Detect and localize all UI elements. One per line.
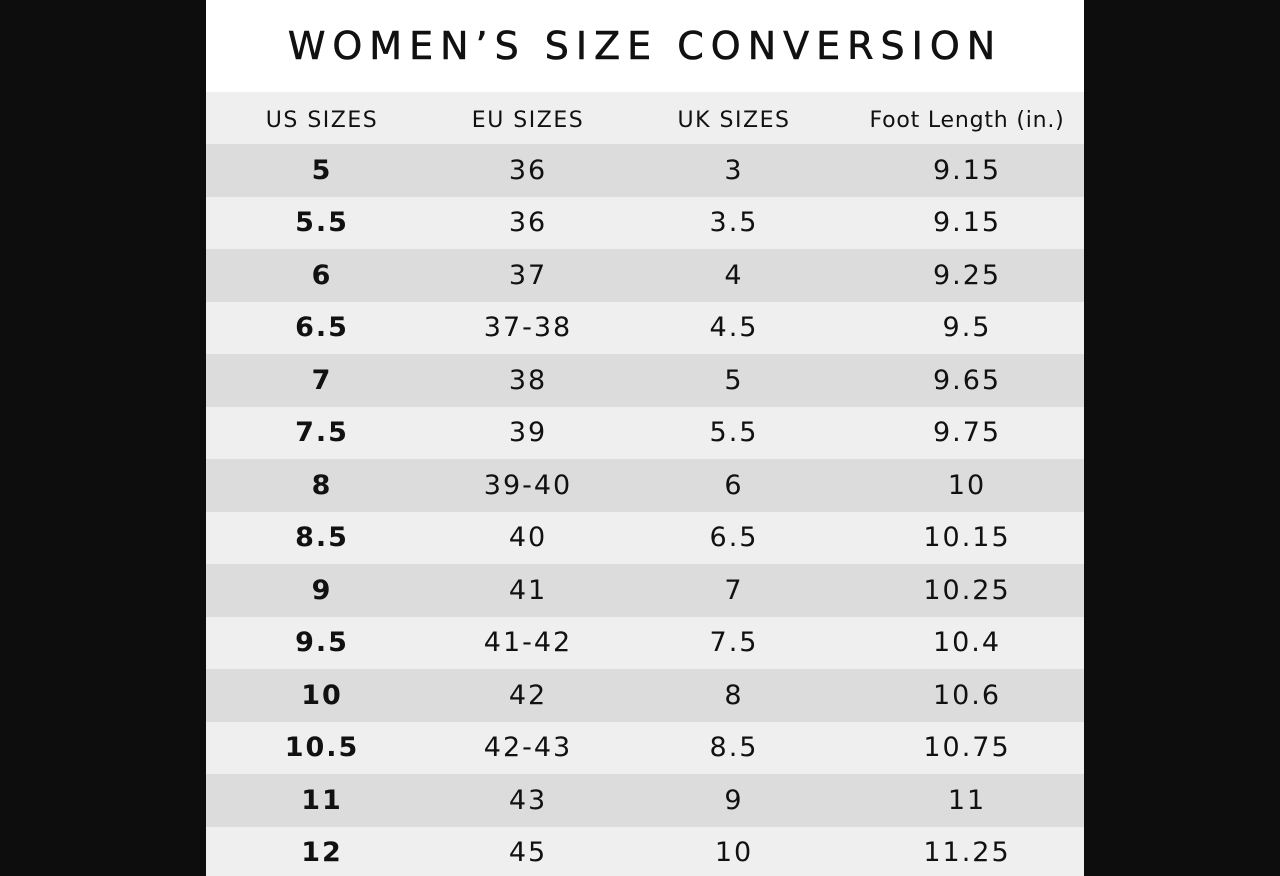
table-row: 6.5 37-38 4.5 9.5 bbox=[206, 301, 1084, 354]
foot-length-cell: 9.15 bbox=[932, 207, 1002, 239]
table-row: 6 37 4 9.25 bbox=[206, 249, 1084, 302]
table-row: 9 41 7 10.25 bbox=[206, 564, 1084, 617]
uk-size-cell: 8 bbox=[724, 679, 744, 711]
column-header-foot-length: Foot Length (in.) bbox=[869, 107, 1065, 133]
eu-size-cell: 43 bbox=[508, 784, 548, 816]
table-row: 10 42 8 10.6 bbox=[206, 669, 1084, 722]
uk-size-cell: 9 bbox=[724, 784, 744, 816]
uk-size-cell: 5.5 bbox=[709, 417, 759, 449]
foot-length-cell: 9.65 bbox=[932, 364, 1002, 396]
foot-length-cell: 9.75 bbox=[932, 417, 1002, 449]
table-row: 12 45 10 11.25 bbox=[206, 826, 1084, 876]
us-size-cell: 7.5 bbox=[295, 417, 349, 449]
table-row: 7 38 5 9.65 bbox=[206, 354, 1084, 407]
foot-length-cell: 9.5 bbox=[942, 312, 992, 344]
us-size-cell: 9 bbox=[311, 574, 333, 606]
eu-size-cell: 42 bbox=[508, 679, 548, 711]
foot-length-cell: 10.75 bbox=[923, 732, 1011, 764]
uk-size-cell: 4 bbox=[724, 259, 744, 291]
table-row: 9.5 41-42 7.5 10.4 bbox=[206, 616, 1084, 669]
column-header-uk: UK SIZES bbox=[677, 107, 791, 133]
uk-size-cell: 8.5 bbox=[709, 732, 759, 764]
foot-length-cell: 10 bbox=[947, 469, 987, 501]
table-row: 10.5 42-43 8.5 10.75 bbox=[206, 721, 1084, 774]
size-chart-card: WOMEN’S SIZE CONVERSION US SIZES EU SIZE… bbox=[206, 0, 1084, 876]
eu-size-cell: 36 bbox=[508, 154, 548, 186]
size-conversion-table: US SIZES EU SIZES UK SIZES Foot Length (… bbox=[206, 92, 1084, 876]
us-size-cell: 5 bbox=[311, 154, 333, 186]
uk-size-cell: 3 bbox=[724, 154, 744, 186]
foot-length-cell: 11.25 bbox=[923, 837, 1011, 869]
eu-size-cell: 39 bbox=[508, 417, 548, 449]
table-row: 11 43 9 11 bbox=[206, 774, 1084, 827]
eu-size-cell: 38 bbox=[508, 364, 548, 396]
uk-size-cell: 6.5 bbox=[709, 522, 759, 554]
uk-size-cell: 7.5 bbox=[709, 627, 759, 659]
us-size-cell: 7 bbox=[311, 364, 333, 396]
foot-length-cell: 9.15 bbox=[932, 154, 1002, 186]
uk-size-cell: 3.5 bbox=[709, 207, 759, 239]
us-size-cell: 10.5 bbox=[284, 732, 360, 764]
uk-size-cell: 4.5 bbox=[709, 312, 759, 344]
us-size-cell: 12 bbox=[301, 837, 343, 869]
eu-size-cell: 42-43 bbox=[483, 732, 573, 764]
foot-length-cell: 11 bbox=[947, 784, 987, 816]
uk-size-cell: 10 bbox=[714, 837, 754, 869]
foot-length-cell: 9.25 bbox=[932, 259, 1002, 291]
column-header-us: US SIZES bbox=[265, 107, 379, 133]
foot-length-cell: 10.25 bbox=[923, 574, 1011, 606]
table-row: 5.5 36 3.5 9.15 bbox=[206, 196, 1084, 249]
uk-size-cell: 6 bbox=[724, 469, 744, 501]
table-row: 5 36 3 9.15 bbox=[206, 144, 1084, 197]
eu-size-cell: 45 bbox=[508, 837, 548, 869]
foot-length-cell: 10.4 bbox=[932, 627, 1002, 659]
us-size-cell: 5.5 bbox=[295, 207, 349, 239]
us-size-cell: 11 bbox=[301, 784, 343, 816]
foot-length-cell: 10.15 bbox=[923, 522, 1011, 554]
us-size-cell: 9.5 bbox=[295, 627, 349, 659]
us-size-cell: 6.5 bbox=[295, 312, 349, 344]
table-row: 8.5 40 6.5 10.15 bbox=[206, 511, 1084, 564]
table-row: 7.5 39 5.5 9.75 bbox=[206, 406, 1084, 459]
eu-size-cell: 37-38 bbox=[483, 312, 573, 344]
eu-size-cell: 36 bbox=[508, 207, 548, 239]
chart-title: WOMEN’S SIZE CONVERSION bbox=[287, 24, 1003, 69]
uk-size-cell: 7 bbox=[724, 574, 744, 606]
us-size-cell: 6 bbox=[311, 259, 333, 291]
eu-size-cell: 37 bbox=[508, 259, 548, 291]
table-header-row: US SIZES EU SIZES UK SIZES Foot Length (… bbox=[206, 92, 1084, 144]
eu-size-cell: 41-42 bbox=[483, 627, 573, 659]
us-size-cell: 8.5 bbox=[295, 522, 349, 554]
us-size-cell: 8 bbox=[311, 469, 333, 501]
foot-length-cell: 10.6 bbox=[932, 679, 1002, 711]
eu-size-cell: 41 bbox=[508, 574, 548, 606]
us-size-cell: 10 bbox=[301, 679, 343, 711]
column-header-eu: EU SIZES bbox=[471, 107, 585, 133]
table-row: 8 39-40 6 10 bbox=[206, 459, 1084, 512]
eu-size-cell: 39-40 bbox=[483, 469, 573, 501]
uk-size-cell: 5 bbox=[724, 364, 744, 396]
eu-size-cell: 40 bbox=[508, 522, 548, 554]
